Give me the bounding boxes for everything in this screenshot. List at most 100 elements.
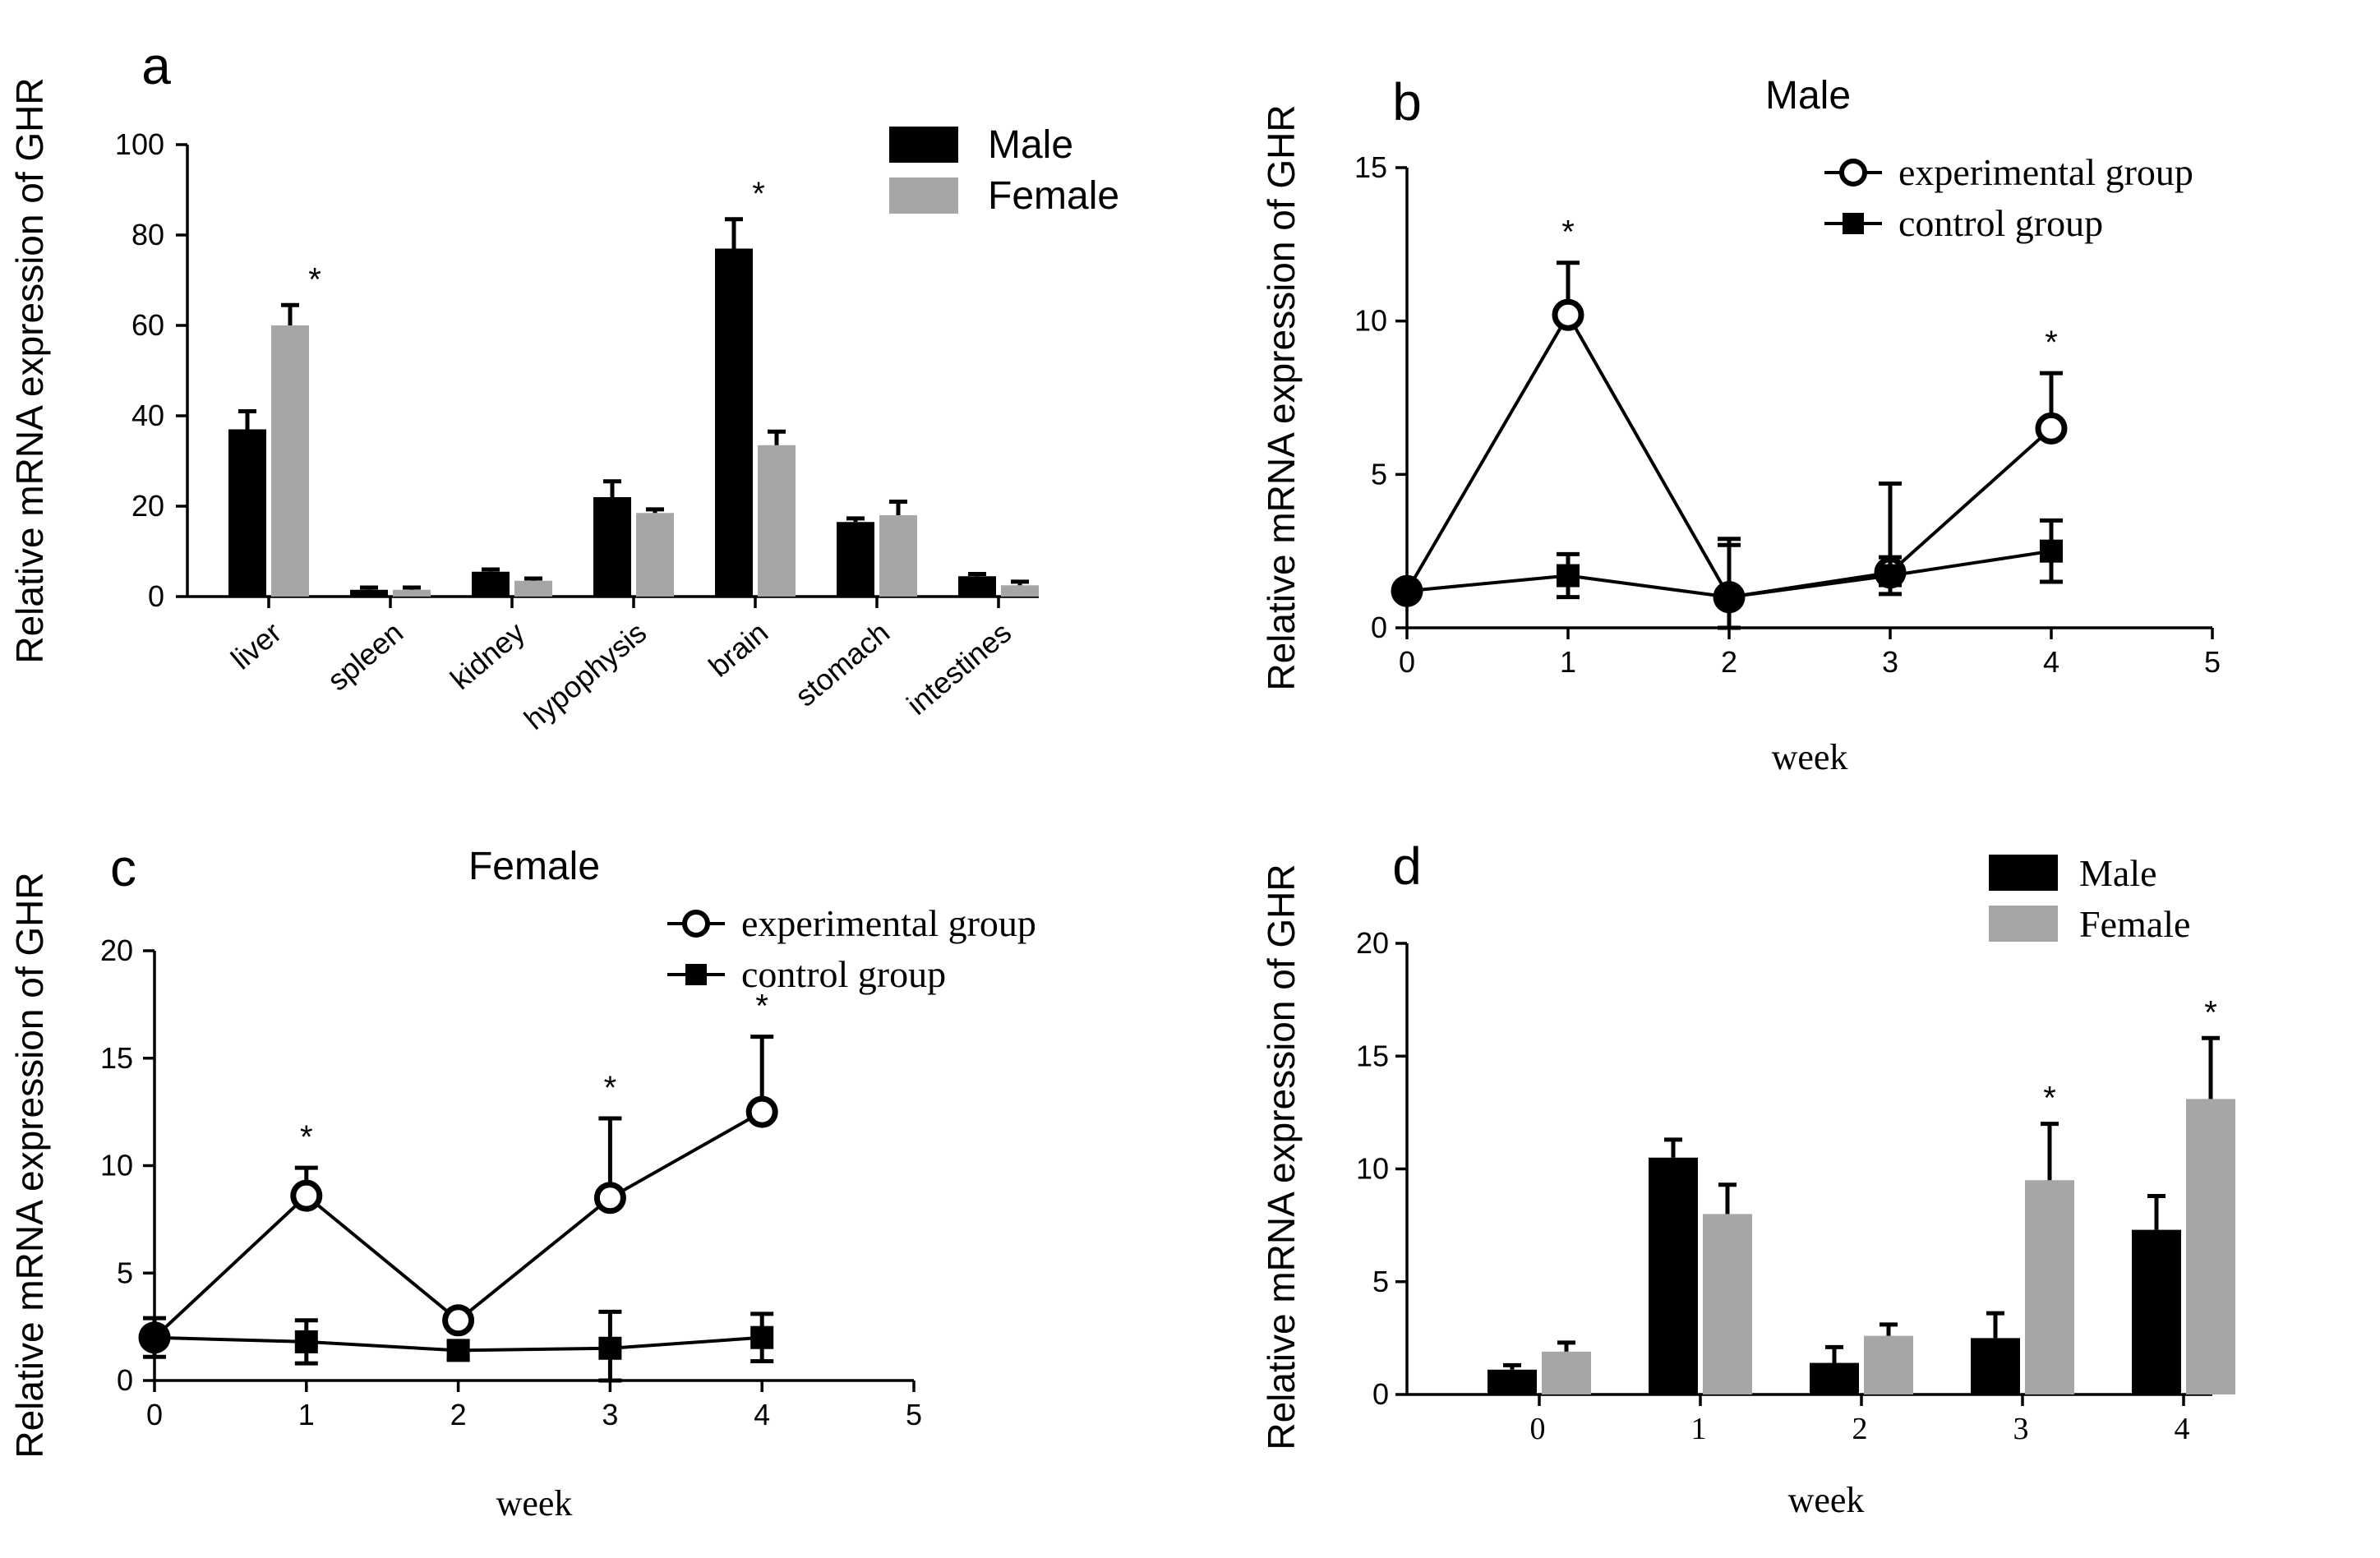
panel-d-bar-male — [1488, 1369, 1537, 1394]
panel-b-point-control — [1395, 579, 1418, 603]
panel-b-point-control — [2040, 539, 2063, 563]
panel-b-x-tick-label: 4 — [2043, 645, 2059, 679]
panel-c-point-control — [598, 1336, 622, 1360]
panel-a-bar-female — [271, 325, 309, 597]
panel-a-x-tick-label: liver — [224, 615, 288, 676]
panel-c-y-tick-label: 5 — [117, 1256, 133, 1289]
panel-c-x-tick-label: 5 — [906, 1398, 922, 1431]
panel-a-y-tick-label: 80 — [131, 218, 164, 251]
panel-a-bar-male — [715, 248, 753, 597]
panel-a-x-tick-label: kidney — [444, 615, 531, 696]
panel-b-point-control — [1718, 585, 1741, 609]
panel-c-series-line-experimental — [153, 1110, 763, 1339]
panel-d-legend-swatch-male — [1989, 855, 2058, 891]
panel-c-x-axis-label: week — [496, 1483, 573, 1523]
panel-d-x-tick-label: 2 — [1852, 1412, 1868, 1446]
panel-b-x-tick-label: 0 — [1399, 645, 1415, 679]
panel-d-legend-label: Female — [2079, 903, 2190, 945]
panel-a-x-tick-label: stomach — [789, 615, 897, 713]
panel-d-bar-female — [1542, 1351, 1591, 1394]
panel-c-point-control — [750, 1325, 774, 1349]
panel-c-x-tick-label: 3 — [602, 1398, 618, 1431]
panel-b-x-tick-label: 1 — [1560, 645, 1576, 679]
panel-a-bar-male — [593, 497, 631, 597]
panel-b-y-tick-label: 15 — [1354, 150, 1387, 184]
panel-a-bar-female — [758, 445, 796, 597]
panel-c-point-experimental — [593, 1182, 626, 1215]
panel-d-significance-star: * — [2043, 1081, 2056, 1117]
panel-d-y-tick-label: 0 — [1372, 1377, 1389, 1411]
panel-b-significance-star: * — [1561, 214, 1575, 251]
panel-b-y-tick-label: 10 — [1354, 304, 1387, 338]
panel-a-legend-swatch-female — [889, 177, 958, 214]
panel-c-significance-star: * — [300, 1119, 313, 1155]
panel-d-x-tick-label: 0 — [1530, 1412, 1546, 1446]
panel-c-point-experimental — [442, 1304, 475, 1337]
panel-a-y-tick-label: 40 — [131, 399, 164, 432]
panel-d-significance-star: * — [2204, 994, 2217, 1030]
panel-d-x-tick-label: 1 — [1691, 1412, 1707, 1446]
panel-c-x-tick-label: 4 — [754, 1398, 770, 1431]
panel-a-y-tick-label: 0 — [148, 579, 164, 613]
panel-a-significance-star: * — [752, 176, 765, 212]
panel-a-chart: 0 20 40 60 80 100 Relative mRNA expression of … — [8, 36, 1119, 736]
panel-d-legend-swatch-female — [1989, 906, 2058, 942]
panel-c-point-experimental — [290, 1179, 323, 1212]
panel-b-panel-label: b — [1392, 72, 1422, 131]
panel-b-legend-label: experimental group — [1898, 151, 2193, 193]
panel-d-bar-male — [1649, 1157, 1698, 1394]
panel-d-bar-female — [2025, 1180, 2074, 1394]
panel-b-title: Male — [1765, 74, 1851, 118]
panel-a-legend-label: Male — [988, 123, 1073, 167]
panel-b-x-axis-label: week — [1772, 737, 1848, 777]
panel-b-y-tick-label: 5 — [1371, 457, 1387, 491]
panel-b-legend-marker-control — [1843, 213, 1864, 234]
panel-c-legend-marker-control — [685, 964, 707, 985]
panel-a-x-tick-label: brain — [702, 615, 774, 684]
panel-b-legend-marker-experimental — [1839, 159, 1867, 187]
panel-c-legend-marker-experimental — [682, 910, 710, 938]
panel-a-x-tick-label: intestines — [900, 615, 1017, 721]
panel-a-bar-male — [228, 429, 266, 597]
panel-a-bar-female — [879, 515, 917, 597]
panel-c-title: Female — [468, 845, 600, 888]
panel-d-x-tick-label: 3 — [2013, 1412, 2029, 1446]
panel-a-bar-female — [636, 513, 674, 597]
panel-d-bar-male — [2132, 1229, 2181, 1394]
panel-b-legend-label: control group — [1898, 202, 2103, 244]
panel-d-legend-label: Male — [2079, 852, 2157, 894]
panel-c-significance-star: * — [755, 989, 768, 1025]
panel-a-bar-female — [1001, 585, 1039, 597]
panel-c-y-tick-label: 20 — [100, 933, 133, 967]
panel-d-y-axis-label: Relative mRNA expression of GHR — [1260, 864, 1303, 1450]
panel-a-y-axis-label: Relative mRNA expression of GHR — [8, 77, 51, 663]
panel-a-x-tick-label: spleen — [321, 615, 410, 698]
panel-b-point-experimental — [2035, 412, 2068, 445]
panel-d-bar-male — [1971, 1338, 2020, 1394]
panel-c-significance-star: * — [604, 1070, 617, 1106]
panel-a-bar-female — [393, 589, 431, 597]
panel-c-panel-label: c — [110, 838, 136, 897]
panel-a-legend-label: Female — [988, 174, 1119, 218]
panel-b-y-tick-label: 0 — [1371, 611, 1387, 644]
panel-c-point-control — [446, 1339, 470, 1362]
panel-c-legend-label: control group — [741, 953, 946, 995]
panel-b-x-tick-label: 2 — [1721, 645, 1737, 679]
panel-a-y-tick-label: 20 — [131, 489, 164, 523]
panel-a-bar-male — [472, 571, 510, 597]
panel-b-point-control — [1557, 564, 1580, 588]
panel-d-y-tick-label: 15 — [1356, 1039, 1389, 1072]
panel-c-x-tick-label: 1 — [298, 1398, 315, 1431]
panel-c-point-control — [294, 1330, 318, 1353]
panel-c-y-tick-label: 0 — [117, 1363, 133, 1397]
panel-b-x-tick-label: 3 — [1882, 645, 1898, 679]
panel-a-legend-swatch-male — [889, 127, 958, 163]
panel-d-bar-male — [1810, 1362, 1859, 1394]
panel-c-y-tick-label: 10 — [100, 1149, 133, 1182]
panel-d-bar-female — [1703, 1214, 1752, 1394]
panel-a-bar-female — [514, 580, 552, 597]
panel-a-panel-label: a — [141, 36, 171, 95]
